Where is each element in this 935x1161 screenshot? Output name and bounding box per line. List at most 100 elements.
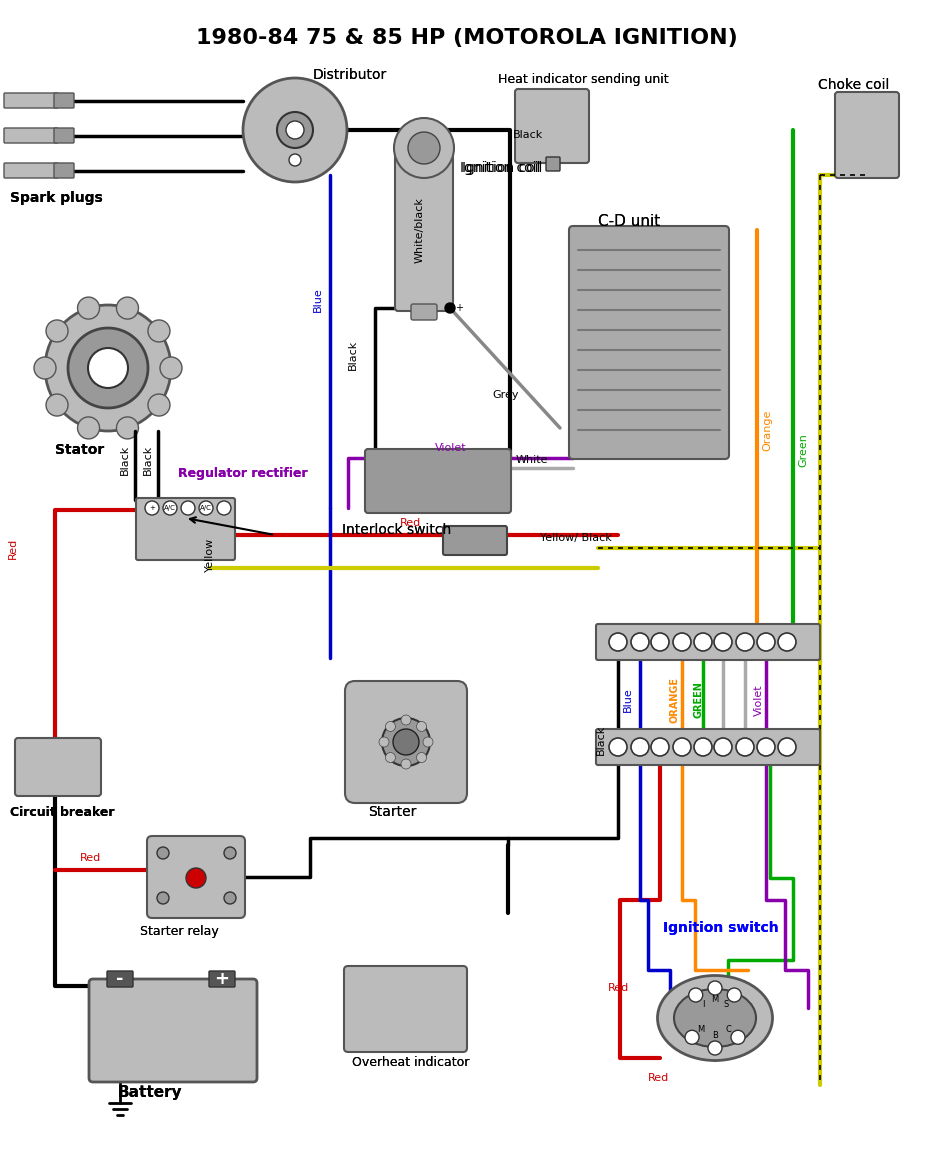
Circle shape [78,297,99,319]
Text: Green: Green [798,433,808,467]
Circle shape [382,717,430,766]
Circle shape [714,633,732,651]
Circle shape [609,738,627,756]
Text: Choke coil: Choke coil [818,78,889,92]
Text: Black: Black [348,340,358,370]
Circle shape [408,132,440,164]
Text: Grey: Grey [492,390,519,401]
FancyBboxPatch shape [345,682,467,803]
Circle shape [694,633,712,651]
Text: Black: Black [143,445,153,475]
Text: Spark plugs: Spark plugs [10,192,103,205]
Text: Starter: Starter [368,805,416,819]
FancyBboxPatch shape [596,729,820,765]
Text: A/C: A/C [164,505,176,511]
Text: Blue: Blue [623,687,633,713]
Text: Heat indicator sending unit: Heat indicator sending unit [498,73,669,87]
Text: Regulator rectifier: Regulator rectifier [178,467,308,479]
Circle shape [224,892,236,904]
FancyBboxPatch shape [344,966,467,1052]
Text: Distributor: Distributor [313,68,387,82]
Text: M: M [698,1025,705,1034]
Text: Violet: Violet [435,444,467,453]
FancyBboxPatch shape [4,93,58,108]
Circle shape [445,303,455,313]
FancyBboxPatch shape [835,92,899,178]
Text: Stator: Stator [55,444,104,457]
Text: Red: Red [8,538,18,558]
Circle shape [385,752,396,763]
Circle shape [417,752,426,763]
Circle shape [714,738,732,756]
Text: Starter relay: Starter relay [140,925,219,938]
FancyBboxPatch shape [569,226,729,459]
Circle shape [145,502,159,515]
Circle shape [708,981,722,995]
Circle shape [46,320,68,342]
Circle shape [401,759,411,769]
Circle shape [68,329,148,408]
Circle shape [385,721,396,731]
Circle shape [609,633,627,651]
Circle shape [160,356,182,378]
Circle shape [88,348,128,388]
Circle shape [673,738,691,756]
FancyBboxPatch shape [411,304,437,320]
FancyBboxPatch shape [515,89,589,163]
Circle shape [199,502,213,515]
FancyBboxPatch shape [54,163,74,178]
FancyBboxPatch shape [4,163,58,178]
Text: +: + [455,303,463,313]
Text: Blue: Blue [313,288,323,312]
Circle shape [727,988,741,1002]
Circle shape [401,715,411,724]
Ellipse shape [657,975,772,1060]
Text: -: - [116,969,123,988]
Text: Circuit breaker: Circuit breaker [10,806,114,819]
Text: Red: Red [80,853,101,863]
Text: Red: Red [400,518,422,528]
Circle shape [394,118,454,178]
Circle shape [379,737,389,747]
Circle shape [46,394,68,416]
Circle shape [736,738,754,756]
Circle shape [689,988,703,1002]
Circle shape [423,737,433,747]
Circle shape [157,848,169,859]
Circle shape [757,738,775,756]
Circle shape [685,1030,699,1044]
Ellipse shape [674,989,756,1047]
Text: C: C [726,1025,732,1034]
Text: Ignition switch: Ignition switch [663,921,779,935]
Circle shape [757,633,775,651]
Circle shape [157,892,169,904]
Text: A/C: A/C [200,505,212,511]
Text: GREEN: GREEN [693,682,703,719]
Text: ORANGE: ORANGE [670,677,680,723]
Text: +: + [149,505,155,511]
Circle shape [117,297,138,319]
Circle shape [148,320,170,342]
Circle shape [148,394,170,416]
Text: Orange: Orange [762,410,772,450]
Text: +: + [214,969,229,988]
Text: C-D unit: C-D unit [598,215,660,230]
Text: Choke coil: Choke coil [818,78,889,92]
Circle shape [163,502,177,515]
Text: Starter relay: Starter relay [140,925,219,938]
Circle shape [286,121,304,139]
Circle shape [673,633,691,651]
Circle shape [277,111,313,147]
FancyBboxPatch shape [107,971,133,987]
Text: Interlock switch: Interlock switch [342,522,452,538]
Text: Battery: Battery [118,1086,182,1101]
Text: Overheat indicator: Overheat indicator [352,1055,469,1068]
Text: I: I [702,1000,705,1009]
Text: Yellow/ Black: Yellow/ Black [540,533,611,543]
Text: White/black: White/black [415,197,425,262]
Text: Heat indicator sending unit: Heat indicator sending unit [498,73,669,87]
FancyBboxPatch shape [443,526,507,555]
Text: Ignition coil: Ignition coil [460,161,540,175]
Circle shape [393,729,419,755]
FancyBboxPatch shape [54,93,74,108]
